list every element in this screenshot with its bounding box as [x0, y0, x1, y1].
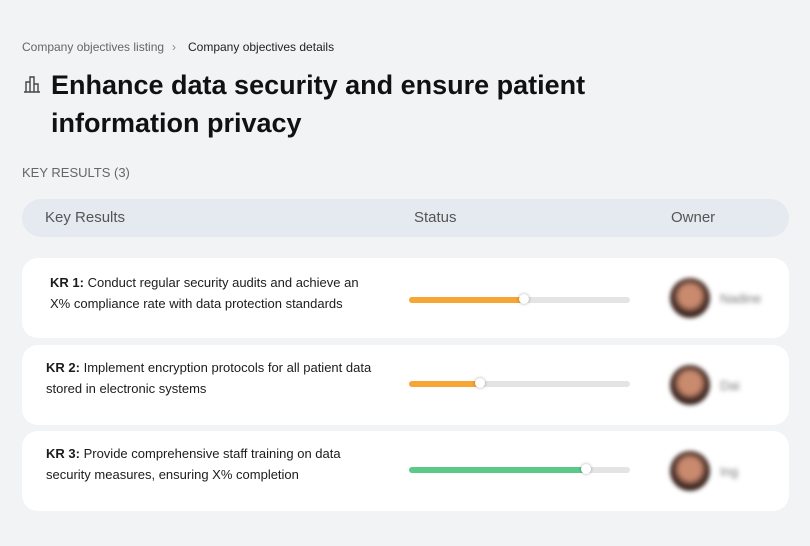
key-result-card[interactable]: KR 1: Conduct regular security audits an…: [22, 258, 789, 338]
key-result-label: KR 2:: [46, 360, 80, 375]
progress-knob: [474, 378, 485, 388]
progress-fill: [409, 467, 586, 473]
column-header: Status: [414, 209, 457, 226]
key-result-description: Conduct regular security audits and achi…: [50, 275, 359, 311]
owner-avatar: [670, 365, 710, 405]
key-result-description: Implement encryption protocols for all p…: [46, 360, 372, 396]
key-result-text: KR 3: Provide comprehensive staff traini…: [46, 443, 376, 485]
breadcrumb-separator: ›: [172, 40, 176, 54]
progress-track: [409, 464, 630, 474]
key-result-label: KR 3:: [46, 446, 80, 461]
progress-knob: [518, 294, 529, 304]
owner-name: Ing: [720, 464, 739, 479]
progress-fill: [409, 381, 480, 387]
owner-avatar: [670, 278, 710, 318]
progress-fill: [409, 297, 524, 303]
building-icon: [24, 76, 40, 93]
key-result-label: KR 1:: [50, 275, 84, 290]
progress-track: [409, 294, 630, 304]
key-result-card[interactable]: KR 2: Implement encryption protocols for…: [22, 345, 789, 425]
section-label: KEY RESULTS (3): [22, 165, 130, 180]
progress-track: [409, 378, 630, 388]
key-result-text: KR 2: Implement encryption protocols for…: [46, 357, 376, 399]
key-result-text: KR 1: Conduct regular security audits an…: [50, 272, 380, 314]
column-header: Key Results: [45, 209, 126, 226]
owner-name: Nadine: [720, 291, 762, 306]
progress-knob: [580, 464, 591, 474]
breadcrumb-current: Company objectives details: [188, 40, 335, 54]
page-title: Enhance data security and ensure patient…: [51, 70, 586, 138]
column-header: Owner: [671, 209, 716, 226]
owner-name: Dai: [720, 378, 740, 393]
key-result-description: Provide comprehensive staff training on …: [46, 446, 341, 482]
table-header: Key Results Status Owner: [22, 199, 789, 237]
breadcrumb-link[interactable]: Company objectives listing: [22, 40, 165, 54]
owner-avatar: [670, 451, 710, 491]
key-result-card[interactable]: KR 3: Provide comprehensive staff traini…: [22, 431, 789, 511]
